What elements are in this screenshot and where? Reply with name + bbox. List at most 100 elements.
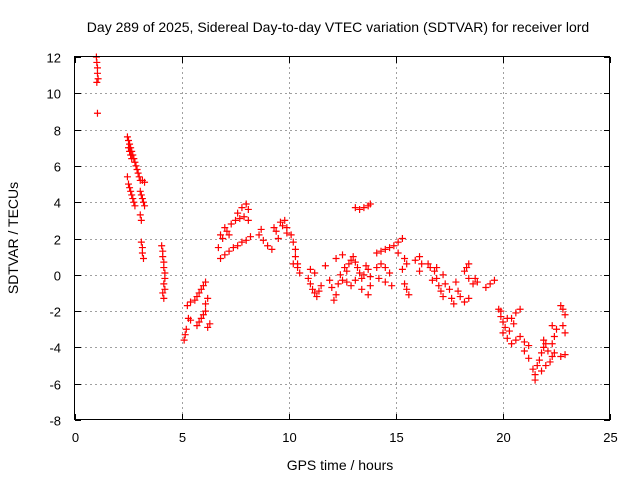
- data-point: [199, 282, 207, 290]
- data-point: [439, 271, 447, 279]
- data-point: [204, 294, 212, 302]
- data-point: [559, 322, 567, 330]
- data-point: [193, 293, 201, 301]
- data-point: [311, 269, 319, 277]
- data-point: [561, 351, 569, 359]
- data-point: [289, 238, 297, 246]
- data-point: [223, 227, 231, 235]
- data-point: [136, 187, 144, 195]
- data-point: [158, 242, 166, 250]
- data-point: [542, 362, 550, 370]
- data-point: [242, 236, 250, 244]
- data-point: [141, 202, 149, 210]
- data-point: [204, 323, 212, 331]
- tick-layer: 0 5 10 15 20 25 -8 -6 -4 -2 0 2 4 6 8 10 12: [47, 51, 618, 446]
- data-point: [401, 254, 409, 262]
- data-point: [548, 352, 556, 360]
- data-point: [529, 365, 537, 373]
- data-point: [347, 282, 355, 290]
- data-point: [381, 264, 389, 272]
- data-point: [439, 293, 447, 301]
- data-point: [463, 264, 471, 272]
- data-point: [561, 329, 569, 337]
- data-point: [234, 209, 242, 217]
- data-point: [501, 323, 509, 331]
- data-point: [289, 260, 297, 268]
- data-point: [236, 215, 244, 223]
- data-point: [398, 265, 406, 273]
- data-point: [446, 285, 453, 293]
- data-point: [377, 247, 385, 255]
- data-point: [388, 282, 396, 290]
- data-point: [454, 287, 462, 295]
- data-point: [182, 325, 190, 333]
- data-point: [129, 195, 137, 203]
- y-tick-label: 4: [54, 196, 61, 211]
- data-point: [390, 242, 398, 250]
- data-point: [93, 109, 101, 117]
- data-point: [274, 235, 282, 242]
- data-point: [339, 251, 346, 259]
- data-point: [405, 291, 413, 299]
- data-point: [450, 300, 458, 308]
- data-point: [123, 133, 131, 141]
- data-point: [358, 285, 366, 293]
- data-point: [126, 147, 134, 155]
- y-tick-label: 6: [54, 160, 61, 175]
- data-point: [332, 254, 340, 262]
- data-point: [403, 260, 411, 268]
- data-point: [132, 162, 140, 170]
- data-point: [195, 289, 203, 297]
- data-point: [349, 253, 357, 261]
- data-point: [197, 285, 205, 293]
- data-point: [358, 274, 366, 282]
- plot-frame: [74, 56, 610, 420]
- data-point: [246, 233, 254, 241]
- data-point: [401, 280, 409, 288]
- data-point: [127, 151, 135, 159]
- data-point: [416, 267, 424, 275]
- data-point: [403, 285, 411, 293]
- data-point: [482, 284, 490, 292]
- data-point: [490, 276, 498, 284]
- data-point: [424, 260, 432, 268]
- data-point: [375, 274, 383, 282]
- data-point: [431, 267, 439, 275]
- data-point: [160, 280, 168, 288]
- data-point: [309, 285, 317, 293]
- data-point: [135, 173, 143, 181]
- data-point: [161, 274, 169, 282]
- y-tick-label: 0: [54, 269, 61, 284]
- data-point: [386, 244, 394, 252]
- data-point: [139, 254, 147, 262]
- data-point: [377, 260, 385, 268]
- data-point: [535, 356, 543, 364]
- data-point: [486, 280, 494, 288]
- y-tick-label: -6: [49, 378, 61, 393]
- data-point: [364, 291, 372, 299]
- data-point: [341, 264, 349, 272]
- data-point: [538, 367, 546, 375]
- data-point: [244, 205, 252, 213]
- data-point: [311, 289, 319, 297]
- data-point: [394, 238, 402, 246]
- data-point: [465, 274, 473, 282]
- data-point: [428, 276, 436, 284]
- data-point: [533, 362, 541, 370]
- data-point: [550, 349, 558, 357]
- data-point: [234, 242, 242, 250]
- data-point: [508, 340, 516, 348]
- data-point: [426, 264, 434, 272]
- data-point: [460, 298, 468, 306]
- data-point: [141, 178, 149, 186]
- data-point: [328, 284, 336, 292]
- data-point: [244, 216, 252, 224]
- data-point: [398, 235, 406, 242]
- grid-layer: [75, 57, 610, 420]
- data-point: [294, 264, 302, 272]
- data-point: [538, 349, 546, 357]
- data-point: [508, 314, 516, 322]
- data-point: [353, 264, 361, 272]
- data-point: [264, 242, 272, 250]
- data-point: [435, 282, 443, 290]
